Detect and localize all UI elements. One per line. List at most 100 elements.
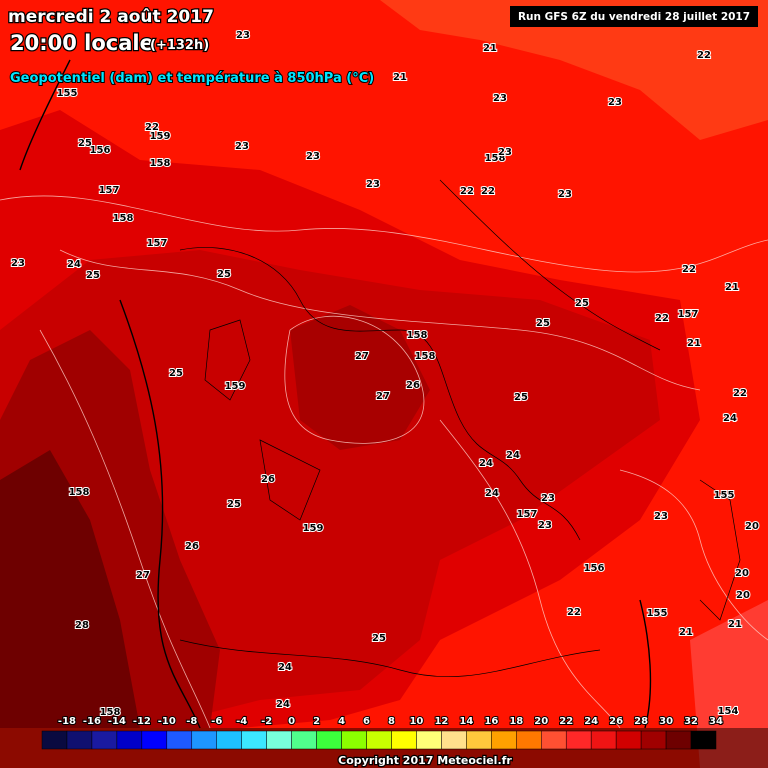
legend-tick-label: 0 (288, 716, 295, 727)
contour-label: 158 (485, 153, 506, 164)
legend-tick-label: 28 (634, 716, 648, 727)
color-box (391, 730, 417, 750)
contour-label: 23 (236, 30, 250, 41)
legend-tick-label: 2 (313, 716, 320, 727)
legend-tick-label: 6 (363, 716, 370, 727)
contour-label: 159 (303, 523, 324, 534)
color-box (590, 730, 617, 750)
contour-label: 22 (733, 388, 747, 399)
contour-label: 22 (655, 313, 669, 324)
color-box (441, 730, 467, 750)
isotherm (619, 469, 768, 641)
color-box (565, 730, 592, 750)
color-box (241, 730, 267, 750)
contour-label: 24 (479, 458, 493, 469)
isotherm (284, 315, 425, 444)
color-box (41, 730, 68, 750)
legend-tick-label: 34 (709, 716, 723, 727)
color-box (466, 730, 492, 750)
legend-tick-label: -10 (158, 716, 176, 727)
contour-label: 23 (538, 520, 552, 531)
color-box (166, 730, 193, 750)
coastline (259, 439, 321, 521)
contour-label: 158 (113, 213, 134, 224)
color-box (91, 730, 118, 750)
contour-label: 154 (718, 706, 739, 717)
contour-label: 21 (687, 338, 701, 349)
contour-label: 157 (99, 185, 120, 196)
isotherm (0, 195, 768, 273)
map-subtitle: Geopotentiel (dam) et température à 850h… (10, 71, 374, 86)
forecast-lead: (+132h) (150, 38, 209, 53)
legend-tick-label: 14 (459, 716, 473, 727)
legend-tick-label: -14 (108, 716, 126, 727)
legend-tick-label: 26 (609, 716, 623, 727)
contour-label: 21 (483, 43, 497, 54)
legend-tick-label: 24 (584, 716, 598, 727)
legend-tick-label: 8 (388, 716, 395, 727)
legend-tick-label: -4 (236, 716, 247, 727)
color-box (116, 730, 143, 750)
contour-label: 23 (11, 258, 25, 269)
legend-tick-label: 12 (434, 716, 448, 727)
contour-label: 22 (682, 264, 696, 275)
color-box (516, 730, 542, 750)
color-box (416, 730, 442, 750)
legend-tick-label: 22 (559, 716, 573, 727)
contour-label: 24 (485, 488, 499, 499)
legend-tick-label: 10 (409, 716, 423, 727)
contour-label: 21 (728, 619, 742, 630)
contour-label: 23 (366, 179, 380, 190)
color-legend: -18 -16 -14 -12 -10 -8 -6 -4 -2 0 2 4 6 8 10 12 14 16 18 20… (41, 715, 724, 750)
contour-label: 23 (608, 97, 622, 108)
color-box (141, 730, 168, 750)
color-box (191, 730, 217, 750)
isotherm (59, 249, 701, 391)
contour-label: 25 (372, 633, 386, 644)
run-box (510, 6, 758, 27)
contour-label: 27 (136, 570, 150, 581)
color-box (690, 730, 717, 750)
contour-label: 27 (376, 391, 390, 402)
color-box (216, 730, 242, 750)
color-box (66, 730, 93, 750)
legend-tick-label: 18 (509, 716, 523, 727)
contour-label: 25 (169, 368, 183, 379)
contour-label: 25 (86, 270, 100, 281)
contour-label: 21 (679, 627, 693, 638)
contour-label: 23 (498, 147, 512, 158)
contour-label: 25 (217, 269, 231, 280)
contour-label: 23 (493, 93, 507, 104)
contour-label: 25 (78, 138, 92, 149)
isotherm (439, 419, 621, 729)
contour-label: 22 (481, 186, 495, 197)
isotherm (39, 329, 211, 729)
contour-label: 22 (145, 122, 159, 133)
contour-label: 155 (714, 490, 735, 501)
contour-label: 26 (406, 380, 420, 391)
color-box (491, 730, 517, 750)
contour-label: 20 (735, 568, 749, 579)
legend-tick-label: -6 (211, 716, 222, 727)
copyright: Copyright 2017 Meteociel.fr (338, 754, 512, 767)
color-box (541, 730, 567, 750)
legend-tick-label: 16 (484, 716, 498, 727)
contour-label: 25 (514, 392, 528, 403)
run-info: Run GFS 6Z du vendredi 28 juillet 2017 (518, 11, 750, 23)
contour-label: 155 (647, 608, 668, 619)
contour-label: 22 (460, 186, 474, 197)
contour-label: 26 (261, 474, 275, 485)
warm-region (690, 600, 768, 768)
contour-label: 27 (355, 351, 369, 362)
contour-label: 157 (517, 509, 538, 520)
color-box (291, 730, 317, 750)
contour-label: 25 (575, 298, 589, 309)
legend-tick-label: 32 (684, 716, 698, 727)
contour-label: 20 (736, 590, 750, 601)
contour-label: 24 (278, 662, 292, 673)
contour-label: 22 (567, 607, 581, 618)
contour-label: 21 (393, 72, 407, 83)
